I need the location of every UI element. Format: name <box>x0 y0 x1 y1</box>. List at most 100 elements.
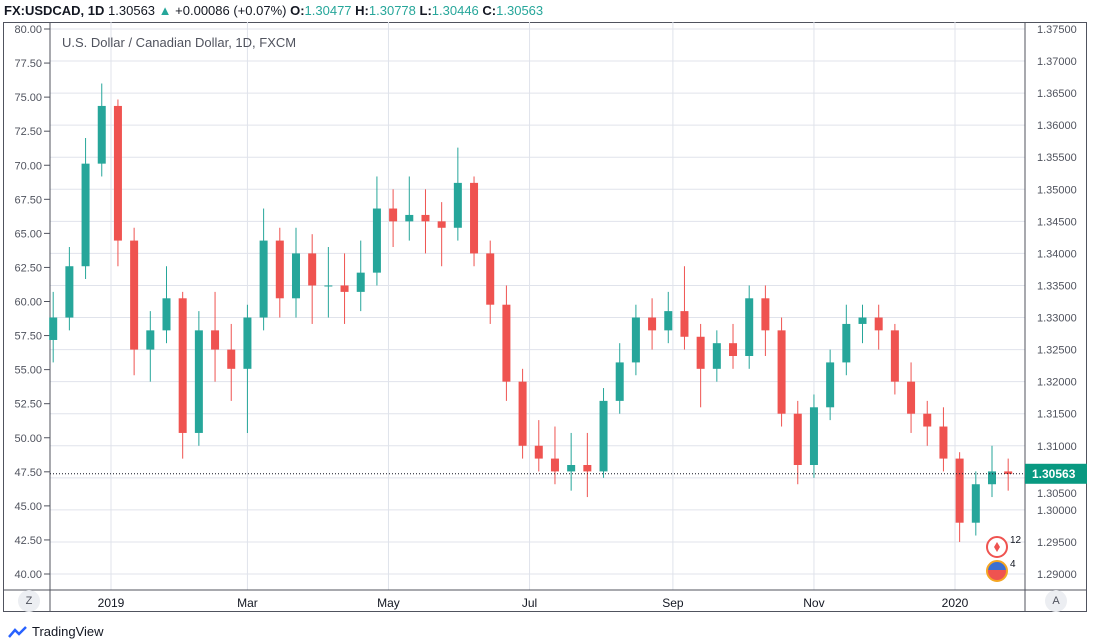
right-axis-tick: 1.31500 <box>1037 409 1077 421</box>
left-axis-tick: 47.50 <box>14 467 42 479</box>
left-axis-tick: 72.50 <box>14 126 42 138</box>
right-axis-tick: 1.34000 <box>1037 248 1077 260</box>
candle-down <box>211 330 220 350</box>
candle-down <box>648 317 657 331</box>
x-axis-tick: May <box>377 596 400 610</box>
candle-down <box>534 445 543 459</box>
right-axis-tick: 1.33500 <box>1037 280 1077 292</box>
candle-up <box>987 471 996 485</box>
candle-down <box>340 285 349 292</box>
candle-down <box>583 465 592 472</box>
left-axis-tick: 40.00 <box>14 569 42 581</box>
x-axis-tick: 2019 <box>98 596 125 610</box>
left-axis-tick: 80.00 <box>14 24 42 36</box>
candle-up <box>842 323 851 363</box>
candle-up <box>259 240 268 318</box>
right-axis-tick: 1.31000 <box>1037 441 1077 453</box>
candle-up <box>65 266 74 318</box>
canada-flag-icon[interactable] <box>986 536 1008 558</box>
x-axis-tick: Sep <box>662 596 684 610</box>
right-axis-tick: 1.37500 <box>1037 24 1077 36</box>
right-axis-tick: 1.35500 <box>1037 152 1077 164</box>
candle-up <box>971 484 980 523</box>
candle-down <box>793 413 802 465</box>
candle-down <box>890 330 899 382</box>
symbol-header: FX:USDCAD, 1D 1.30563 ▲ +0.00086 (+0.07%… <box>4 3 543 18</box>
candle-down <box>761 298 770 331</box>
left-axis-tick: 52.50 <box>14 399 42 411</box>
chart-frame <box>3 22 1087 612</box>
tradingview-logo-icon <box>8 625 27 638</box>
us-flag-icon[interactable] <box>986 560 1008 582</box>
candle-down <box>1004 471 1013 474</box>
right-axis-tick: 1.34500 <box>1037 216 1077 228</box>
candle-up <box>243 317 252 369</box>
candle-up <box>81 163 90 267</box>
symbol-name: FX:USDCAD, 1D <box>4 3 105 18</box>
close-label: C: <box>482 3 497 18</box>
candle-down <box>907 381 916 414</box>
candle-up <box>162 298 171 331</box>
right-axis-tick: 1.29000 <box>1037 569 1077 581</box>
auto-scale-button[interactable]: A <box>1045 590 1067 612</box>
left-axis-tick: 62.50 <box>14 262 42 274</box>
candle-up <box>664 311 673 331</box>
close-value: 1.30563 <box>496 3 544 18</box>
right-axis-tick: 1.36000 <box>1037 120 1077 132</box>
candle-down <box>308 253 317 286</box>
candle-up <box>405 214 414 222</box>
right-axis-tick: 1.29500 <box>1037 537 1077 549</box>
left-axis-scale-button[interactable]: Z <box>18 590 40 612</box>
last-price-badge <box>1025 463 1087 484</box>
right-axis-tick: 1.33000 <box>1037 313 1077 325</box>
candle-down <box>696 336 705 369</box>
candle-up <box>49 317 58 340</box>
left-axis-tick: 65.00 <box>14 228 42 240</box>
left-axis-tick: 42.50 <box>14 535 42 547</box>
candle-down <box>421 214 430 222</box>
chart-title: U.S. Dollar / Canadian Dollar, 1D, FXCM <box>62 35 297 50</box>
x-axis-tick: 2020 <box>942 596 969 610</box>
candle-down <box>130 240 139 350</box>
left-axis-tick: 45.00 <box>14 501 42 513</box>
left-axis-tick: 70.00 <box>14 160 42 172</box>
candle-down <box>227 349 236 369</box>
candle-up <box>453 182 462 228</box>
x-axis-tick: Nov <box>803 596 824 610</box>
candle-up <box>146 330 155 350</box>
candle-up <box>356 272 365 292</box>
tradingview-logo[interactable]: TradingView <box>8 624 104 639</box>
candle-down <box>680 311 689 337</box>
candle-up <box>826 362 835 408</box>
right-axis-tick: 1.32000 <box>1037 377 1077 389</box>
candle-down <box>437 221 446 228</box>
us-events-count: 4 <box>1010 559 1016 570</box>
low-value: 1.30446 <box>431 3 479 18</box>
candle-down <box>502 304 511 382</box>
left-axis-tick: 50.00 <box>14 433 42 445</box>
candle-up <box>745 298 754 356</box>
candle-down <box>955 458 964 523</box>
x-axis-tick: Jul <box>522 596 537 610</box>
candle-down <box>486 253 495 305</box>
candle-up <box>712 343 721 369</box>
right-axis-tick: 1.30000 <box>1037 505 1077 517</box>
high-label: H: <box>355 3 369 18</box>
candle-down <box>550 458 559 472</box>
low-label: L: <box>419 3 432 18</box>
candle-down <box>178 298 187 433</box>
candle-up <box>97 105 106 164</box>
up-arrow-icon: ▲ <box>158 3 172 18</box>
left-axis-tick: 77.50 <box>14 58 42 70</box>
x-axis-tick: Mar <box>237 596 258 610</box>
last-price-label: 1.30563 <box>1032 467 1076 481</box>
candle-down <box>518 381 527 446</box>
candle-down <box>470 182 479 254</box>
right-axis-tick: 1.35000 <box>1037 184 1077 196</box>
left-axis-tick: 55.00 <box>14 365 42 377</box>
candle-up <box>291 253 300 299</box>
right-axis-tick: 1.37000 <box>1037 56 1077 68</box>
candle-up <box>809 407 818 465</box>
brand-name: TradingView <box>32 624 104 639</box>
